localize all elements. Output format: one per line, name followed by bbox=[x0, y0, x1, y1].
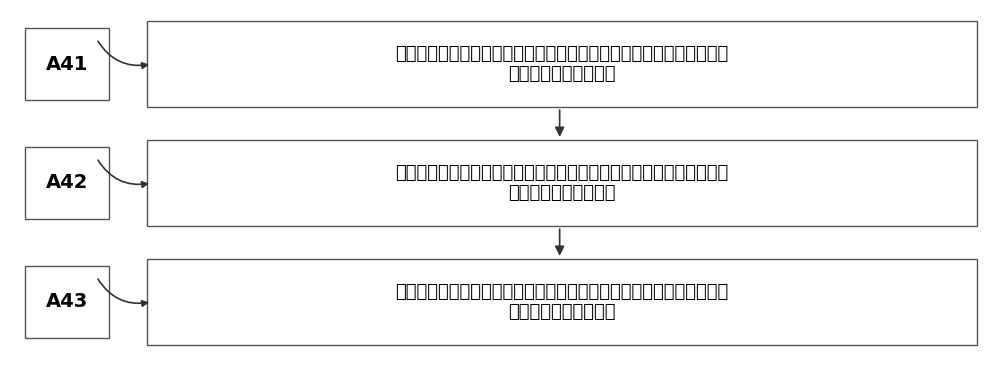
Text: 根据风场的历史风速预报信息及同时段的风场单点输出功率进行趋势分
析，得到趋势分析结果: 根据风场的历史风速预报信息及同时段的风场单点输出功率进行趋势分 析，得到趋势分析… bbox=[396, 283, 729, 321]
Text: A42: A42 bbox=[46, 173, 88, 193]
FancyBboxPatch shape bbox=[25, 266, 109, 338]
Text: A41: A41 bbox=[46, 55, 88, 74]
FancyBboxPatch shape bbox=[25, 147, 109, 219]
Text: 根据风场的历史风速预报信息及同时段的风场单点输出功率进行趋势分
析，得到趋势分析结果: 根据风场的历史风速预报信息及同时段的风场单点输出功率进行趋势分 析，得到趋势分析… bbox=[396, 164, 729, 202]
FancyBboxPatch shape bbox=[147, 21, 977, 107]
Text: A43: A43 bbox=[46, 292, 88, 311]
FancyBboxPatch shape bbox=[147, 259, 977, 345]
FancyBboxPatch shape bbox=[25, 28, 109, 100]
Text: 根据风场的历史风速预报信息及同时段的风场单点输出功率进行趋势分
析，得到趋势分析结果: 根据风场的历史风速预报信息及同时段的风场单点输出功率进行趋势分 析，得到趋势分析… bbox=[396, 45, 729, 83]
FancyBboxPatch shape bbox=[147, 140, 977, 226]
